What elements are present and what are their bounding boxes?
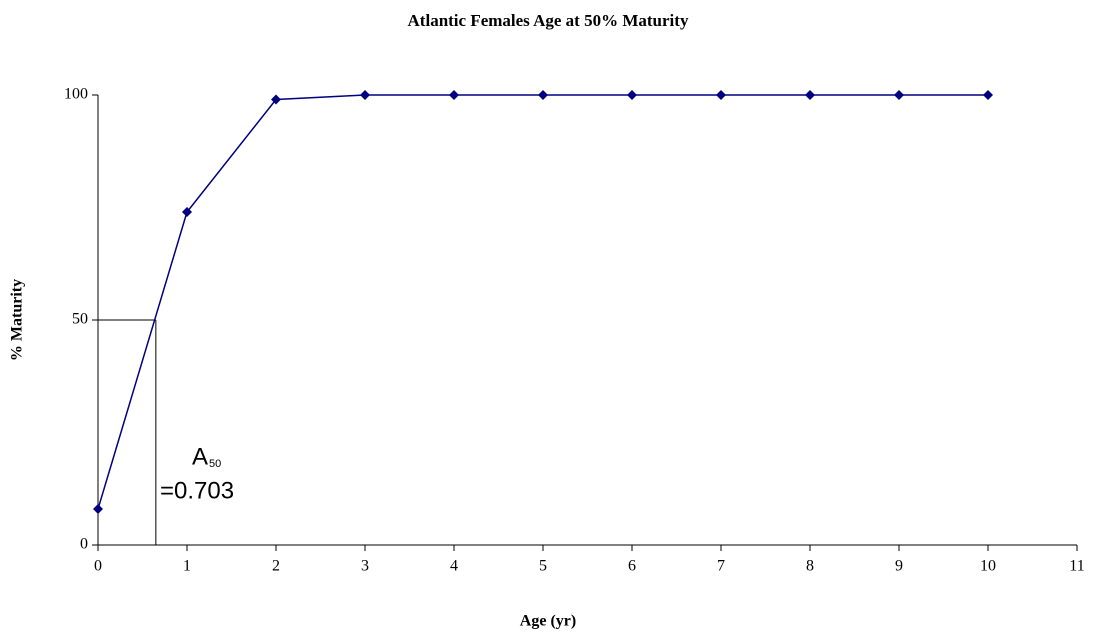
marker bbox=[627, 90, 637, 100]
y-tick-label: 100 bbox=[64, 86, 88, 103]
y-tick-label: 0 bbox=[80, 536, 88, 553]
y-tick-label: 50 bbox=[72, 311, 88, 328]
x-tick-label: 8 bbox=[806, 558, 814, 575]
annotation-value: =0.703 bbox=[160, 477, 234, 504]
marker bbox=[805, 90, 815, 100]
marker bbox=[983, 90, 993, 100]
x-tick-label: 7 bbox=[717, 558, 725, 575]
marker bbox=[93, 504, 103, 514]
marker bbox=[182, 207, 192, 217]
marker bbox=[449, 90, 459, 100]
y-axis-label: % Maturity bbox=[9, 279, 26, 361]
x-tick-label: 5 bbox=[539, 558, 547, 575]
marker bbox=[271, 94, 281, 105]
chart-title: Atlantic Females Age at 50% Maturity bbox=[408, 11, 689, 30]
x-tick-label: 4 bbox=[450, 558, 458, 575]
x-tick-label: 1 bbox=[183, 558, 191, 575]
annotation: A bbox=[192, 443, 208, 470]
x-tick-label: 9 bbox=[895, 558, 903, 575]
marker bbox=[360, 90, 370, 100]
x-tick-label: 10 bbox=[980, 558, 996, 575]
x-tick-label: 0 bbox=[94, 558, 102, 575]
x-tick-label: 3 bbox=[361, 558, 369, 575]
x-tick-label: 11 bbox=[1069, 558, 1084, 575]
marker bbox=[894, 90, 904, 100]
series-line bbox=[97, 94, 988, 510]
annotation-subscript: 50 bbox=[209, 458, 221, 470]
marker bbox=[538, 90, 548, 100]
marker bbox=[716, 90, 726, 100]
x-tick-label: 6 bbox=[628, 558, 636, 575]
x-tick-label: 2 bbox=[272, 558, 280, 575]
x-axis-label: Age (yr) bbox=[520, 613, 576, 630]
